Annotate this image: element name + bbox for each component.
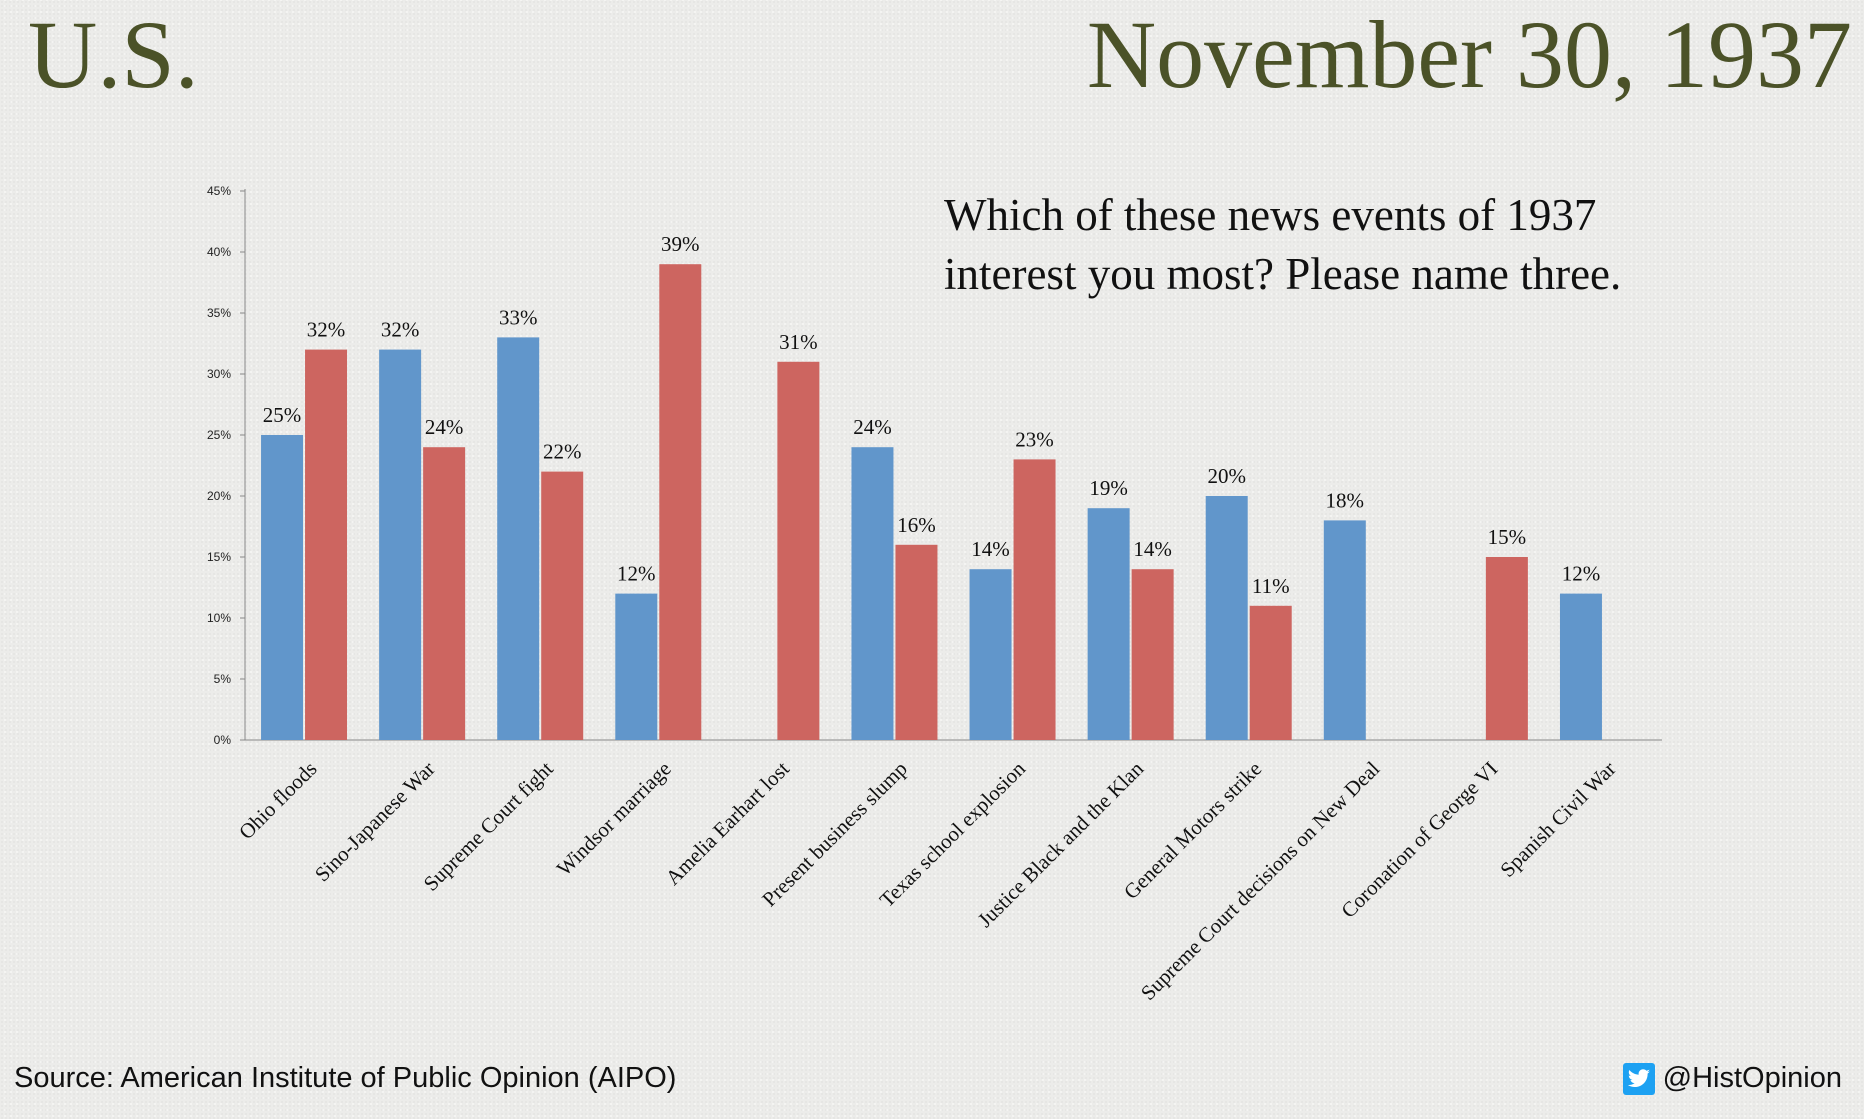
y-tick-label: 35%: [207, 306, 231, 320]
data-label: 12%: [617, 562, 656, 586]
bar: [1249, 605, 1292, 740]
bar: [1013, 459, 1056, 740]
data-label: 24%: [853, 415, 892, 439]
twitter-handle-text: @HistOpinion: [1662, 1062, 1842, 1094]
bar: [777, 361, 820, 740]
source-note: Source: American Institute of Public Opi…: [14, 1062, 677, 1094]
data-label: 25%: [263, 403, 302, 427]
data-label: 14%: [1133, 537, 1172, 561]
bar-chart: 0% 5% 10% 15% 20% 25% 30% 35% 40% 45% 25% 32% Ohio f…: [207, 184, 1662, 1005]
bar: [1087, 508, 1130, 740]
category-label: Ohio floods: [234, 757, 322, 845]
bar: [305, 349, 348, 740]
category-label: Supreme Court decisions on New Deal: [1136, 756, 1384, 1004]
data-label: 23%: [1015, 427, 1054, 451]
question-line-1: Which of these news events of 1937: [944, 190, 1597, 240]
y-tick-label: 20%: [207, 489, 231, 503]
bar: [851, 447, 894, 740]
category-label: Sino-Japanese War: [310, 757, 440, 887]
data-label: 11%: [1252, 574, 1290, 598]
bar: [615, 593, 658, 740]
bar: [1485, 557, 1528, 740]
question-line-2: interest you most? Please name three.: [944, 249, 1622, 299]
question-text: Which of these news events of 1937 inter…: [944, 186, 1804, 304]
country-title: U.S.: [28, 1, 199, 108]
bar: [497, 337, 540, 740]
bar: [1131, 569, 1174, 740]
y-tick-label: 0%: [214, 733, 232, 747]
data-label: 32%: [381, 318, 420, 342]
y-tick-label: 15%: [207, 550, 231, 564]
data-label: 16%: [897, 513, 936, 537]
data-label: 18%: [1326, 488, 1365, 512]
y-tick-label: 5%: [214, 672, 232, 686]
data-label: 39%: [661, 232, 700, 256]
twitter-handle[interactable]: @HistOpinion: [1622, 1062, 1842, 1095]
data-label: 12%: [1562, 562, 1601, 586]
data-label: 32%: [307, 318, 346, 342]
bar: [1559, 593, 1602, 740]
data-label: 20%: [1207, 464, 1246, 488]
bar: [1205, 496, 1248, 740]
bar: [1323, 520, 1366, 740]
data-label: 19%: [1089, 476, 1128, 500]
data-label: 33%: [499, 305, 538, 329]
y-tick-label: 40%: [207, 245, 231, 259]
data-label: 15%: [1488, 525, 1527, 549]
data-label: 31%: [779, 330, 818, 354]
category-label: Supreme Court fight: [419, 756, 558, 895]
bar: [895, 544, 938, 740]
bar: [659, 264, 702, 740]
y-tick-label: 10%: [207, 611, 231, 625]
category-label: Spanish Civil War: [1495, 757, 1620, 882]
data-label: 14%: [971, 537, 1010, 561]
bar: [379, 349, 422, 740]
category-label: Amelia Earhart lost: [661, 756, 794, 889]
category-label: Windsor marriage: [552, 757, 676, 881]
twitter-icon: [1622, 1062, 1655, 1095]
data-label: 24%: [425, 415, 464, 439]
bar: [541, 471, 584, 740]
y-tick-label: 45%: [207, 184, 231, 198]
bar: [261, 435, 304, 740]
survey-date: November 30, 1937: [1086, 1, 1852, 108]
bar: [423, 447, 466, 740]
y-tick-label: 30%: [207, 367, 231, 381]
y-tick-label: 25%: [207, 428, 231, 442]
data-label: 22%: [543, 440, 582, 464]
bar: [969, 569, 1012, 740]
